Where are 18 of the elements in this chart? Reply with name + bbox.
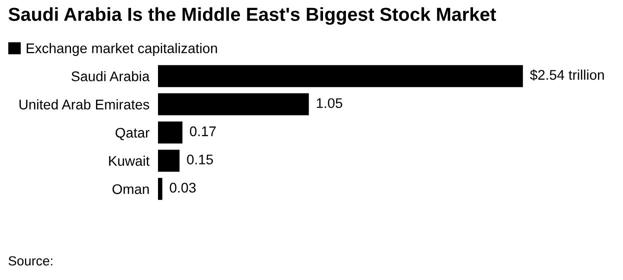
chart-title: Saudi Arabia Is the Middle East's Biggest Stock Market <box>8 7 496 25</box>
bar <box>158 122 182 144</box>
y-tick-label: Saudi Arabia <box>72 71 150 82</box>
bar <box>158 93 309 116</box>
y-tick-label: United Arab Emirates <box>20 99 150 110</box>
bar <box>158 150 180 172</box>
bar <box>158 65 523 88</box>
source-note: Source: <box>8 256 52 266</box>
y-tick-label: Oman <box>112 184 149 194</box>
bar <box>158 178 162 200</box>
data-label: $2.54 trillion <box>530 69 604 81</box>
data-label: 0.17 <box>190 126 216 136</box>
legend-label: Exchange market capitalization <box>26 43 217 56</box>
y-tick-label: Kuwait <box>109 156 150 166</box>
data-label: 1.05 <box>316 98 342 108</box>
y-tick-label: Qatar <box>116 128 150 140</box>
data-label: 0.03 <box>170 182 196 193</box>
data-label: 0.15 <box>187 154 213 164</box>
